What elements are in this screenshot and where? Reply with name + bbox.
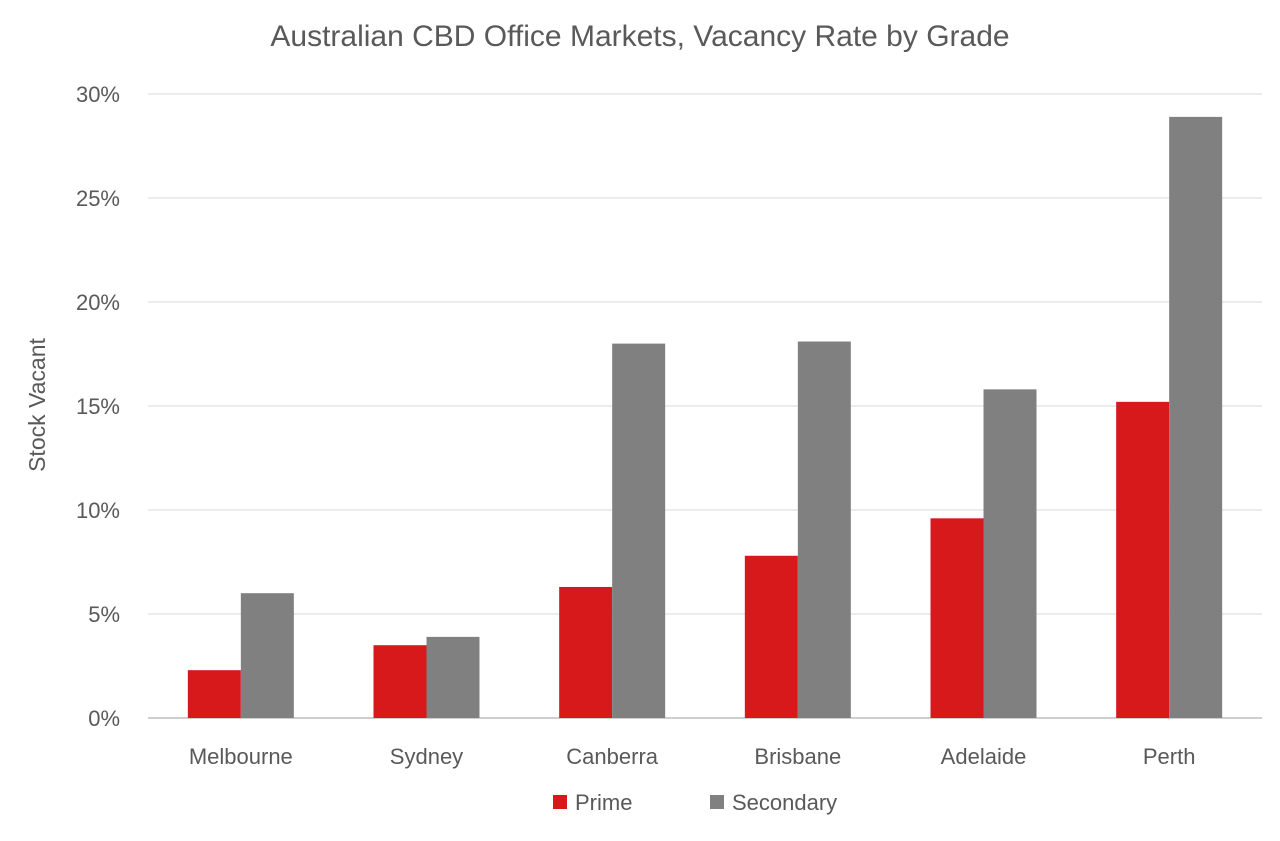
y-axis-label: Stock Vacant: [24, 337, 50, 471]
y-tick-label: 0%: [88, 706, 120, 731]
bar-secondary-canberra: [612, 343, 666, 718]
bar-secondary-adelaide: [983, 389, 1037, 718]
x-tick-label: Brisbane: [754, 744, 841, 769]
gridlines: [148, 93, 1262, 719]
chart-title: Australian CBD Office Markets, Vacancy R…: [270, 20, 1009, 53]
legend-swatch-secondary: [710, 795, 724, 809]
legend: Prime Secondary: [553, 790, 837, 815]
bar-prime-adelaide: [930, 518, 984, 718]
y-tick-label: 30%: [76, 82, 120, 107]
y-tick-label: 20%: [76, 290, 120, 315]
x-tick-label: Canberra: [566, 744, 658, 769]
legend-label-prime: Prime: [575, 790, 632, 815]
y-tick-label: 5%: [88, 602, 120, 627]
x-tick-label: Adelaide: [941, 744, 1027, 769]
bar-secondary-melbourne: [240, 593, 294, 718]
x-tick-label: Melbourne: [189, 744, 293, 769]
bar-prime-sydney: [373, 645, 427, 718]
bar-prime-perth: [1116, 401, 1170, 718]
y-tick-label: 15%: [76, 394, 120, 419]
x-axis-ticks: Melbourne Sydney Canberra Brisbane Adelaide P…: [189, 744, 1196, 769]
y-tick-label: 10%: [76, 498, 120, 523]
bar-prime-melbourne: [187, 670, 241, 718]
bar-secondary-brisbane: [797, 341, 851, 718]
x-tick-label: Perth: [1143, 744, 1196, 769]
bar-prime-brisbane: [744, 555, 798, 718]
x-tick-label: Sydney: [390, 744, 463, 769]
bar-secondary-perth: [1169, 116, 1223, 718]
bars: [187, 116, 1223, 718]
y-tick-label: 25%: [76, 186, 120, 211]
bar-prime-canberra: [559, 586, 613, 718]
legend-label-secondary: Secondary: [732, 790, 837, 815]
legend-swatch-prime: [553, 795, 567, 809]
bar-secondary-sydney: [426, 636, 480, 718]
y-axis-ticks: 0% 5% 10% 15% 20% 25% 30%: [76, 82, 120, 731]
